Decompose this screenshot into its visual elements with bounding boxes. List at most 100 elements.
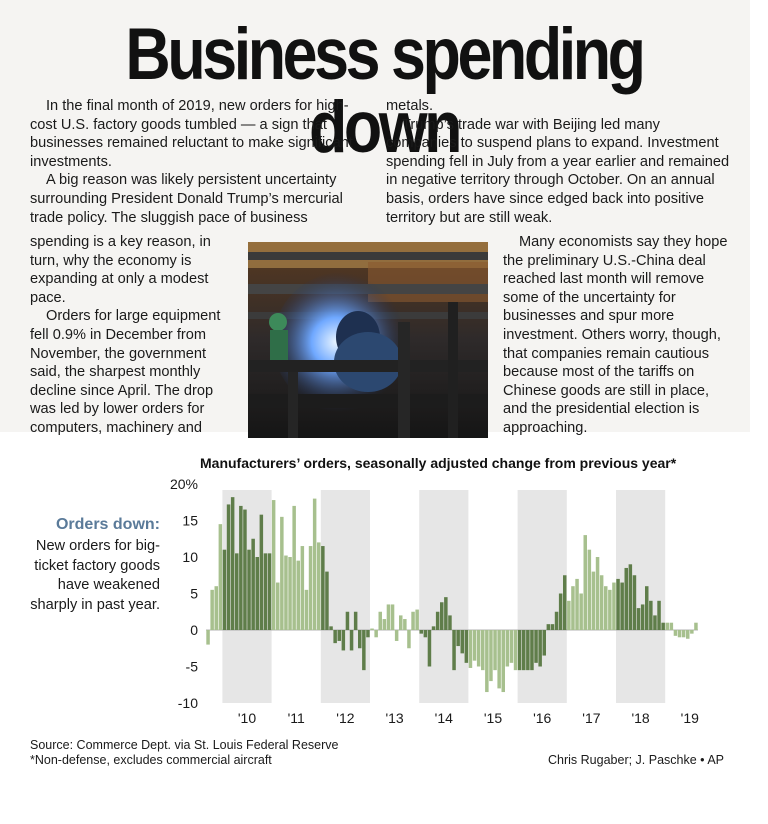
data-bar bbox=[280, 516, 284, 630]
y-tick-label: 20% bbox=[170, 476, 198, 492]
data-bar bbox=[653, 615, 657, 630]
article-paragraph: Trump’s trade war with Beijing led many … bbox=[386, 116, 730, 226]
data-bar bbox=[497, 630, 501, 689]
data-bar bbox=[288, 557, 292, 630]
data-bar bbox=[284, 555, 288, 630]
data-bar bbox=[325, 571, 329, 630]
data-bar bbox=[349, 630, 354, 651]
data-bar bbox=[452, 630, 456, 671]
data-bar bbox=[501, 630, 505, 693]
year-shade-band bbox=[616, 490, 666, 703]
data-bar bbox=[509, 630, 514, 663]
data-bar bbox=[271, 500, 276, 630]
article-column-1: In the final month of 2019, new orders f… bbox=[30, 97, 360, 227]
data-bar bbox=[665, 622, 669, 630]
data-bar bbox=[669, 622, 674, 630]
data-bar bbox=[686, 630, 690, 639]
data-bar bbox=[554, 611, 559, 630]
data-bar bbox=[456, 630, 460, 647]
data-bar bbox=[472, 630, 477, 661]
data-bar bbox=[403, 619, 407, 630]
data-bar bbox=[673, 630, 678, 636]
data-bar bbox=[645, 586, 649, 630]
x-tick-label: '18 bbox=[631, 710, 649, 726]
article-paragraph: spending is a key reason, in turn, why t… bbox=[30, 234, 211, 306]
data-bar bbox=[460, 630, 464, 654]
data-bar bbox=[255, 557, 259, 630]
data-bar bbox=[690, 630, 694, 634]
data-bar bbox=[604, 586, 608, 630]
data-bar bbox=[444, 597, 448, 630]
article-paragraph: A big reason was likely persistent uncer… bbox=[30, 172, 343, 226]
data-bar bbox=[575, 578, 579, 630]
x-tick-label: '11 bbox=[288, 710, 305, 726]
data-bar bbox=[612, 582, 616, 630]
data-bar bbox=[489, 630, 493, 682]
data-bar bbox=[677, 630, 682, 638]
data-bar bbox=[440, 602, 444, 630]
data-bar bbox=[263, 553, 268, 630]
data-bar bbox=[329, 626, 333, 630]
data-bar bbox=[587, 549, 592, 630]
x-tick-label: '10 bbox=[238, 710, 256, 726]
data-bar bbox=[657, 600, 661, 630]
data-bar bbox=[599, 575, 604, 630]
data-bar bbox=[546, 624, 551, 630]
year-shade-band bbox=[222, 490, 272, 703]
data-bar bbox=[370, 628, 374, 630]
data-bar bbox=[394, 630, 399, 641]
data-bar bbox=[341, 630, 346, 651]
data-bar bbox=[431, 626, 436, 630]
sidebar-text: New orders for big-ticket factory goods … bbox=[30, 538, 160, 613]
data-bar bbox=[333, 630, 337, 644]
data-bar bbox=[423, 630, 428, 638]
data-bar bbox=[468, 630, 473, 668]
data-bar bbox=[353, 611, 358, 630]
x-tick-label: '19 bbox=[681, 710, 699, 726]
data-bar bbox=[681, 630, 686, 638]
article-column-2-continued: Many economists say they hope the prelim… bbox=[503, 233, 731, 438]
data-bar bbox=[304, 589, 309, 630]
x-tick-label: '15 bbox=[484, 710, 502, 726]
data-bar bbox=[522, 630, 526, 671]
year-shade-band bbox=[320, 490, 370, 703]
data-bar bbox=[226, 504, 231, 630]
data-bar bbox=[419, 630, 423, 634]
sidebar-heading: Orders down: bbox=[55, 516, 160, 533]
x-tick-label: '16 bbox=[533, 710, 551, 726]
data-bar bbox=[300, 546, 305, 630]
data-bar bbox=[464, 630, 469, 663]
chart-title: Manufacturers’ orders, seasonally adjust… bbox=[200, 455, 677, 471]
year-shade-band bbox=[419, 490, 469, 703]
data-bar bbox=[399, 615, 403, 630]
data-bar bbox=[538, 630, 542, 667]
data-bar bbox=[312, 498, 317, 630]
y-tick-label: -10 bbox=[178, 695, 198, 711]
data-bar bbox=[218, 524, 223, 630]
data-bar bbox=[534, 630, 538, 663]
y-tick-label: 10 bbox=[182, 549, 198, 565]
data-bar bbox=[390, 604, 395, 630]
data-bar bbox=[595, 557, 600, 630]
article-column-2: metals. Trump’s trade war with Beijing l… bbox=[386, 97, 731, 227]
data-bar bbox=[476, 630, 481, 667]
data-bar bbox=[661, 622, 665, 630]
data-bar bbox=[640, 604, 645, 630]
data-bar bbox=[435, 611, 440, 630]
x-tick-label: '12 bbox=[336, 710, 354, 726]
data-bar bbox=[317, 542, 321, 630]
data-bar bbox=[694, 622, 698, 630]
x-tick-label: '14 bbox=[435, 710, 453, 726]
data-bar bbox=[530, 630, 534, 671]
data-bar bbox=[321, 546, 325, 630]
data-bar bbox=[345, 611, 350, 630]
year-shade-band bbox=[517, 490, 567, 703]
data-bar bbox=[358, 630, 362, 649]
data-bar bbox=[378, 611, 382, 630]
data-bar bbox=[427, 630, 432, 667]
data-bar bbox=[513, 630, 518, 671]
data-bar bbox=[632, 575, 637, 630]
data-bar bbox=[382, 619, 387, 630]
data-bar bbox=[636, 608, 641, 630]
article-paragraph: In the final month of 2019, new orders f… bbox=[30, 98, 353, 170]
